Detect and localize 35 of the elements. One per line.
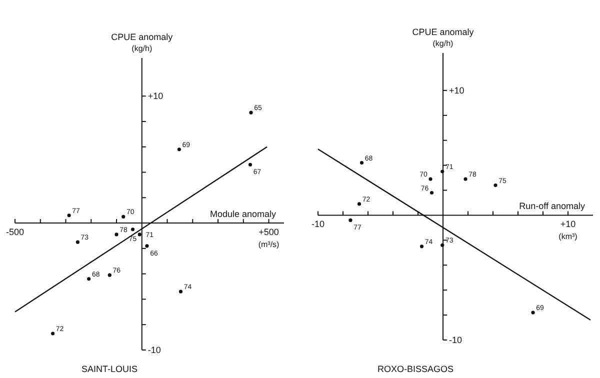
point: [108, 273, 112, 277]
point: [428, 177, 432, 181]
point: [122, 214, 126, 218]
y-axis-title: CPUE anomaly (kg/h): [412, 27, 474, 48]
point: [357, 202, 362, 206]
annotation: (m³/s): [258, 240, 280, 250]
point: [440, 170, 444, 174]
text: SAINT-LOUIS: [81, 364, 138, 374]
point: [531, 310, 535, 314]
x-axis-title: Module anomaly: [210, 209, 276, 220]
point: [177, 148, 181, 152]
x-axis-title: Run-off anomaly: [519, 201, 586, 212]
point: [145, 244, 149, 248]
point: [138, 232, 142, 236]
point: [67, 214, 71, 218]
text: ROXO-BISSAGOS: [377, 364, 454, 374]
point: [130, 228, 135, 232]
annotation: (km³): [558, 232, 578, 242]
x-tick-label: +500: [258, 227, 279, 238]
point: [51, 332, 55, 336]
x-tick-label: -500: [6, 227, 24, 238]
point: [114, 232, 118, 236]
point: [178, 290, 183, 294]
point: [76, 240, 80, 244]
y-axis-title: CPUE anomaly (kg/h): [111, 32, 174, 53]
point: [248, 162, 252, 166]
point: [420, 244, 424, 248]
point: [360, 161, 364, 165]
point: [87, 277, 91, 281]
point: [249, 110, 253, 114]
point: [348, 218, 352, 222]
point: [440, 243, 444, 247]
point: [464, 177, 468, 181]
point: [430, 190, 434, 195]
point: [494, 183, 498, 188]
